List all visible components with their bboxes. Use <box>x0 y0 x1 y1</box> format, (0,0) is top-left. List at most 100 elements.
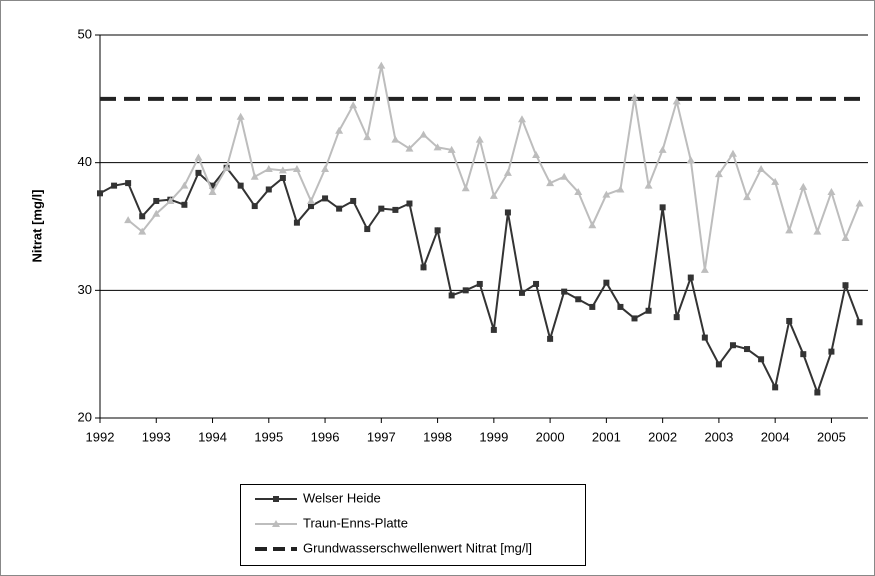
marker <box>672 97 681 105</box>
x-tick-label: 1999 <box>479 429 508 444</box>
marker <box>111 182 118 189</box>
marker <box>293 219 300 226</box>
marker <box>195 169 202 176</box>
marker <box>306 196 315 204</box>
marker <box>377 61 386 69</box>
marker <box>378 205 385 212</box>
marker <box>97 190 103 197</box>
marker <box>589 303 596 310</box>
x-tick-label: 2003 <box>704 429 733 444</box>
y-tick-label: 50 <box>78 26 92 41</box>
y-axis-label: Nitrat [mg/l] <box>29 190 44 263</box>
marker <box>321 165 330 173</box>
marker <box>138 227 147 235</box>
x-tick-label: 1992 <box>86 429 115 444</box>
marker <box>237 182 244 189</box>
marker <box>222 163 231 171</box>
marker <box>575 296 582 303</box>
marker <box>322 195 329 202</box>
y-tick-label: 30 <box>78 282 92 297</box>
marker <box>476 280 483 287</box>
marker <box>841 233 850 241</box>
marker <box>617 303 624 310</box>
marker <box>517 115 526 123</box>
marker <box>714 170 723 178</box>
marker <box>728 149 737 157</box>
marker <box>786 317 793 324</box>
marker <box>208 188 217 196</box>
marker <box>757 165 766 173</box>
marker <box>475 135 484 143</box>
legend-label: Grundwasserschwellenwert Nitrat [mg/l] <box>303 540 532 555</box>
marker <box>264 165 273 173</box>
marker <box>349 101 358 109</box>
marker <box>194 153 203 161</box>
marker <box>180 181 189 189</box>
marker <box>518 289 525 296</box>
marker <box>350 197 357 204</box>
x-tick-label: 1995 <box>254 429 283 444</box>
x-tick-label: 2000 <box>536 429 565 444</box>
marker <box>574 188 583 196</box>
marker <box>561 288 568 295</box>
marker <box>490 326 497 333</box>
marker <box>125 180 132 187</box>
x-tick-label: 2005 <box>817 429 846 444</box>
marker <box>729 342 736 349</box>
marker <box>462 287 469 294</box>
marker <box>644 181 653 189</box>
marker <box>560 172 569 180</box>
marker <box>673 314 680 321</box>
marker <box>630 93 639 101</box>
marker <box>855 199 864 207</box>
marker <box>785 226 794 234</box>
legend <box>240 484 586 566</box>
marker <box>209 182 216 189</box>
marker <box>533 280 540 287</box>
marker <box>616 185 625 193</box>
marker <box>645 307 652 314</box>
marker <box>181 201 188 208</box>
x-tick-label: 2004 <box>761 429 790 444</box>
legend-label: Traun-Enns-Platte <box>303 515 408 530</box>
marker <box>152 209 161 217</box>
marker <box>743 193 752 201</box>
marker <box>461 184 470 192</box>
marker <box>659 204 666 211</box>
marker <box>335 126 344 134</box>
marker <box>603 279 610 286</box>
x-tick-label: 1996 <box>311 429 340 444</box>
marker <box>658 145 667 153</box>
marker <box>292 165 301 173</box>
marker <box>265 186 272 193</box>
x-tick-label: 1993 <box>142 429 171 444</box>
marker <box>687 274 694 281</box>
marker <box>433 143 442 151</box>
marker <box>700 265 709 273</box>
marker <box>827 188 836 196</box>
marker <box>434 227 441 234</box>
x-tick-label: 1994 <box>198 429 227 444</box>
marker <box>251 203 258 210</box>
marker <box>273 496 279 502</box>
marker <box>814 389 821 396</box>
x-tick-label: 1998 <box>423 429 452 444</box>
marker <box>602 190 611 198</box>
marker <box>391 135 400 143</box>
marker <box>771 177 780 185</box>
marker <box>701 334 708 341</box>
marker <box>307 203 314 210</box>
marker <box>166 196 175 204</box>
marker <box>813 227 822 235</box>
marker <box>272 520 280 527</box>
marker <box>364 226 371 233</box>
marker <box>546 179 555 187</box>
marker <box>363 133 372 141</box>
marker <box>588 221 597 229</box>
marker <box>842 282 849 289</box>
marker <box>504 209 511 216</box>
marker <box>236 112 245 120</box>
marker <box>448 292 455 299</box>
